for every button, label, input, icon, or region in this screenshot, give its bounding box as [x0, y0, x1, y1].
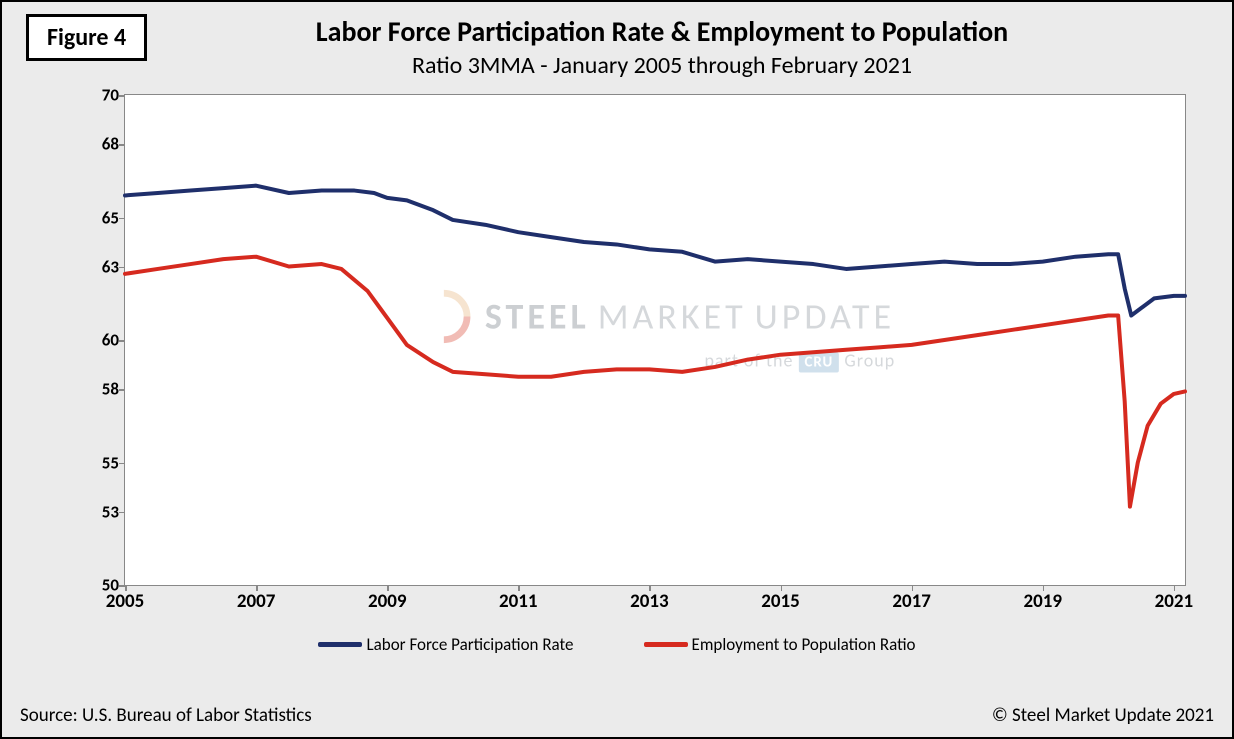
legend-label: Labor Force Participation Rate — [366, 634, 573, 655]
source-text: Source: U.S. Bureau of Labor Statistics — [20, 704, 312, 727]
chart-area: Participation Rate Percentage STEEL MARK… — [86, 94, 1186, 614]
y-tick-label: 60 — [85, 330, 119, 351]
y-tick-mark — [119, 144, 125, 146]
legend-item: Labor Force Participation Rate — [318, 634, 573, 655]
x-tick-mark — [518, 585, 520, 591]
x-tick-mark — [649, 585, 651, 591]
series-line — [125, 257, 1185, 507]
figure-container: Figure 4 Labor Force Participation Rate … — [0, 0, 1234, 739]
figure-number-text: Figure 4 — [47, 23, 126, 52]
y-tick-label: 58 — [85, 379, 119, 400]
x-tick-mark — [256, 585, 258, 591]
x-tick-label: 2019 — [1023, 590, 1062, 613]
x-tick-mark — [1043, 585, 1045, 591]
y-tick-label: 63 — [85, 256, 119, 277]
y-tick-mark — [119, 218, 125, 220]
footer: Source: U.S. Bureau of Labor Statistics … — [20, 704, 1214, 727]
legend-swatch — [644, 642, 688, 647]
x-tick-label: 2021 — [1155, 590, 1194, 613]
chart-subtitle: Ratio 3MMA - January 2005 through Februa… — [110, 51, 1214, 80]
y-tick-mark — [119, 512, 125, 514]
legend-swatch — [318, 642, 362, 647]
legend-item: Employment to Population Ratio — [644, 634, 916, 655]
y-tick-label: 55 — [85, 452, 119, 473]
y-tick-mark — [119, 463, 125, 465]
y-tick-mark — [119, 340, 125, 342]
x-tick-mark — [912, 585, 914, 591]
y-tick-mark — [119, 389, 125, 391]
x-tick-label: 2017 — [892, 590, 931, 613]
copyright-text: © Steel Market Update 2021 — [992, 704, 1214, 727]
y-tick-label: 53 — [85, 501, 119, 522]
x-tick-mark — [1174, 585, 1176, 591]
x-tick-mark — [387, 585, 389, 591]
y-tick-label: 68 — [85, 134, 119, 155]
series-lines — [125, 95, 1185, 585]
x-tick-label: 2013 — [630, 590, 669, 613]
y-tick-mark — [119, 267, 125, 269]
chart-title: Labor Force Participation Rate & Employm… — [110, 14, 1214, 49]
legend-label: Employment to Population Ratio — [692, 634, 916, 655]
x-tick-mark — [125, 585, 127, 591]
y-tick-label: 65 — [85, 207, 119, 228]
x-tick-label: 2011 — [499, 590, 538, 613]
y-tick-label: 70 — [85, 85, 119, 106]
x-tick-label: 2007 — [237, 590, 276, 613]
figure-number-badge: Figure 4 — [26, 14, 147, 61]
y-tick-mark — [119, 95, 125, 97]
x-tick-mark — [781, 585, 783, 591]
x-tick-label: 2009 — [368, 590, 407, 613]
x-tick-label: 2005 — [106, 590, 145, 613]
plot-region: STEEL MARKET UPDATE part of the CRU Grou… — [124, 94, 1186, 586]
legend: Labor Force Participation Rate Employment… — [20, 634, 1214, 655]
series-line — [125, 186, 1185, 316]
x-tick-label: 2015 — [761, 590, 800, 613]
title-block: Labor Force Participation Rate & Employm… — [110, 14, 1214, 80]
